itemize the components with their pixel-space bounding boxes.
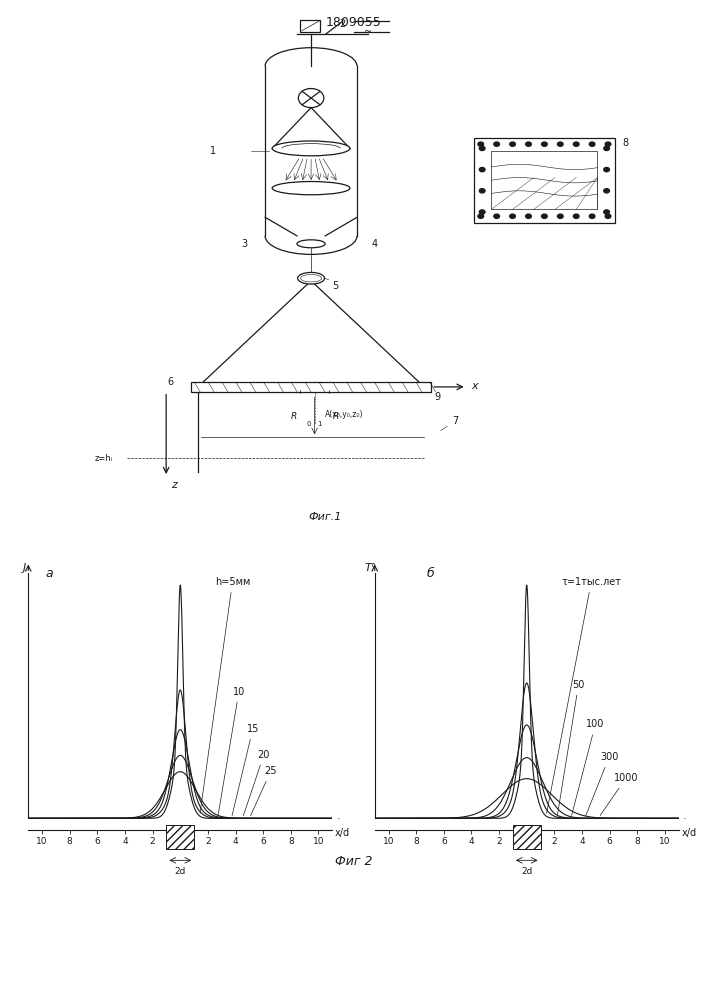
Circle shape [604,146,609,151]
Bar [513,825,541,849]
Circle shape [605,214,611,218]
Circle shape [542,142,547,146]
Circle shape [494,214,499,218]
Bar [491,151,597,209]
Text: R: R [332,412,339,421]
Text: R: R [291,412,297,421]
Circle shape [542,214,547,218]
Text: 1: 1 [209,146,216,156]
Text: 4: 4 [371,239,378,249]
Text: T°: T° [364,563,377,573]
Ellipse shape [300,275,322,282]
Text: z: z [171,480,177,490]
Text: 1809055: 1809055 [326,16,381,29]
Text: а: а [45,567,53,580]
Bar [166,825,194,849]
Text: 50: 50 [558,680,585,814]
Text: 5: 5 [332,281,339,291]
Text: 2d: 2d [521,867,532,876]
Circle shape [526,142,532,146]
Text: x/d: x/d [335,828,350,838]
Circle shape [604,189,609,193]
Circle shape [558,214,563,218]
Ellipse shape [272,182,350,195]
Bar [300,20,320,32]
Text: 1000: 1000 [600,773,638,815]
Text: ~: ~ [364,27,372,37]
Text: J: J [23,563,25,573]
Circle shape [479,146,485,151]
Circle shape [605,142,611,146]
Ellipse shape [298,272,325,284]
Text: 10: 10 [218,687,245,815]
Circle shape [604,167,609,172]
Text: x/d: x/d [682,828,696,838]
Circle shape [479,167,485,172]
Ellipse shape [272,141,350,156]
Text: 2: 2 [339,19,346,29]
Circle shape [479,210,485,214]
Text: x: x [471,381,477,391]
Circle shape [590,214,595,218]
Text: 2d: 2d [175,867,186,876]
Text: h=5мм: h=5мм [200,577,250,813]
Text: 15: 15 [232,724,259,816]
Text: 7: 7 [440,416,459,430]
Text: Фиг.1: Фиг.1 [308,512,342,522]
Text: б: б [426,567,434,580]
Circle shape [478,142,484,146]
Circle shape [573,142,579,146]
Circle shape [494,142,499,146]
Bar [191,382,431,392]
Circle shape [526,214,532,218]
Circle shape [590,142,595,146]
Text: Фиг 2: Фиг 2 [334,855,373,868]
Text: 1: 1 [317,421,321,427]
Text: 300: 300 [586,752,619,816]
Text: x/d: x/d [338,818,340,819]
Circle shape [479,189,485,193]
Text: 0: 0 [307,421,311,427]
Ellipse shape [297,240,325,248]
Text: τ=1тыс.лет: τ=1тыс.лет [547,577,621,813]
Text: 20: 20 [243,750,270,816]
Circle shape [558,142,563,146]
Circle shape [478,214,484,218]
Bar [474,138,615,223]
Text: 6: 6 [167,377,173,387]
Text: 8: 8 [622,138,629,148]
Text: z=hᵢ: z=hᵢ [95,454,113,463]
Circle shape [510,214,515,218]
Circle shape [604,210,609,214]
Text: 3: 3 [241,239,247,249]
Circle shape [510,142,515,146]
Text: 100: 100 [572,719,604,815]
Circle shape [573,214,579,218]
Text: x/d: x/d [684,818,686,819]
Text: 9: 9 [435,392,441,402]
Text: 25: 25 [250,766,277,816]
Text: A(x₀,y₀,z₀): A(x₀,y₀,z₀) [325,410,363,419]
